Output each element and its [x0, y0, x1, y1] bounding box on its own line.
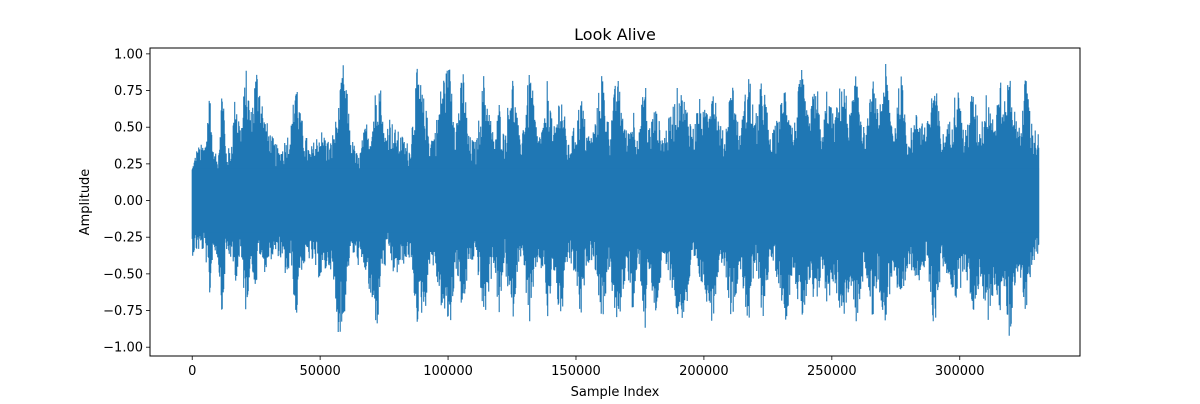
waveform-layer	[191, 64, 1040, 336]
y-tick-label: −0.75	[103, 304, 143, 319]
x-tick-label: 200000	[679, 364, 729, 379]
y-tick-label: 0.25	[114, 157, 143, 172]
y-axis-label: Amplitude	[78, 169, 93, 236]
y-tick-label: 0.50	[114, 121, 143, 136]
y-tick-label: −0.25	[103, 231, 143, 246]
plot-frame	[149, 47, 1081, 357]
waveform-dense-core	[192, 168, 1040, 233]
y-tick-label: 1.00	[114, 47, 143, 62]
ticks-layer: 0 50000 100000 150000 200000 250000 300000 1.00…	[103, 47, 984, 379]
x-tick-label: 0	[188, 364, 196, 379]
y-tick-label: −0.50	[103, 267, 143, 282]
x-tick-label: 250000	[807, 364, 857, 379]
x-tick-label: 150000	[551, 364, 601, 379]
chart-title: Look Alive	[574, 25, 656, 44]
x-tick-label: 300000	[935, 364, 985, 379]
y-tick-label: 0.75	[114, 84, 143, 99]
x-tick-label: 50000	[299, 364, 340, 379]
x-tick-label: 100000	[423, 364, 473, 379]
y-tick-label: −1.00	[103, 341, 143, 356]
y-tick-label: 0.00	[114, 194, 143, 209]
x-axis-label: Sample Index	[571, 385, 660, 400]
